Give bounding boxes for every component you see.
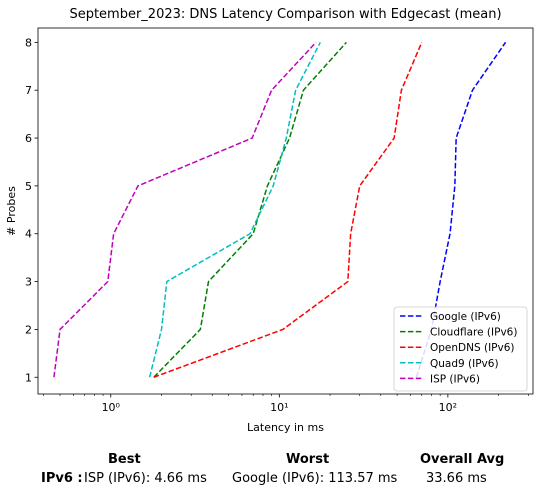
legend-label-2: OpenDNS (IPv6) (430, 342, 515, 354)
x-tick-label: 10⁰ (102, 401, 121, 414)
y-tick-label: 2 (25, 323, 32, 336)
x-axis-label: Latency in ms (247, 421, 324, 434)
y-tick-label: 1 (25, 371, 32, 384)
legend-box (393, 306, 528, 392)
summary-overall-heading: Overall Avg (420, 452, 505, 467)
summary-row-label: IPv6 : (41, 471, 83, 486)
legend-label-3: Quad9 (IPv6) (430, 358, 499, 370)
x-tick-label: 10² (439, 401, 457, 414)
summary-worst-heading: Worst (286, 452, 330, 467)
y-tick-label: 3 (25, 276, 32, 289)
y-tick-label: 7 (25, 84, 32, 97)
series-line-4 (53, 41, 317, 378)
legend-label-1: Cloudflare (IPv6) (430, 327, 517, 339)
y-tick-label: 5 (25, 180, 32, 193)
y-tick-label: 8 (25, 36, 32, 49)
summary-worst-value: Google (IPv6): 113.57 ms (232, 471, 398, 486)
summary-overall-value: 33.66 ms (426, 471, 487, 486)
y-tick-label: 6 (25, 132, 32, 145)
x-tick-label: 10¹ (270, 401, 288, 414)
series-line-1 (153, 41, 347, 378)
y-axis-label: # Probes (5, 186, 18, 236)
y-tick-label: 4 (25, 228, 32, 241)
series-line-2 (153, 42, 423, 378)
series-line-3 (148, 42, 321, 378)
summary-table: Best Worst Overall Avg IPv6 : ISP (IPv6)… (0, 444, 541, 496)
chart: September_2023: DNS Latency Comparison w… (5, 7, 534, 434)
legend-label-0: Google (IPv6) (430, 311, 501, 323)
legend-label-4: ISP (IPv6) (430, 373, 480, 385)
plot-frame (37, 27, 534, 395)
summary-best-value: ISP (IPv6): 4.66 ms (84, 471, 207, 486)
chart-title: September_2023: DNS Latency Comparison w… (69, 7, 501, 22)
summary-best-heading: Best (108, 452, 141, 467)
chart-svg: September_2023: DNS Latency Comparison w… (5, 7, 534, 434)
